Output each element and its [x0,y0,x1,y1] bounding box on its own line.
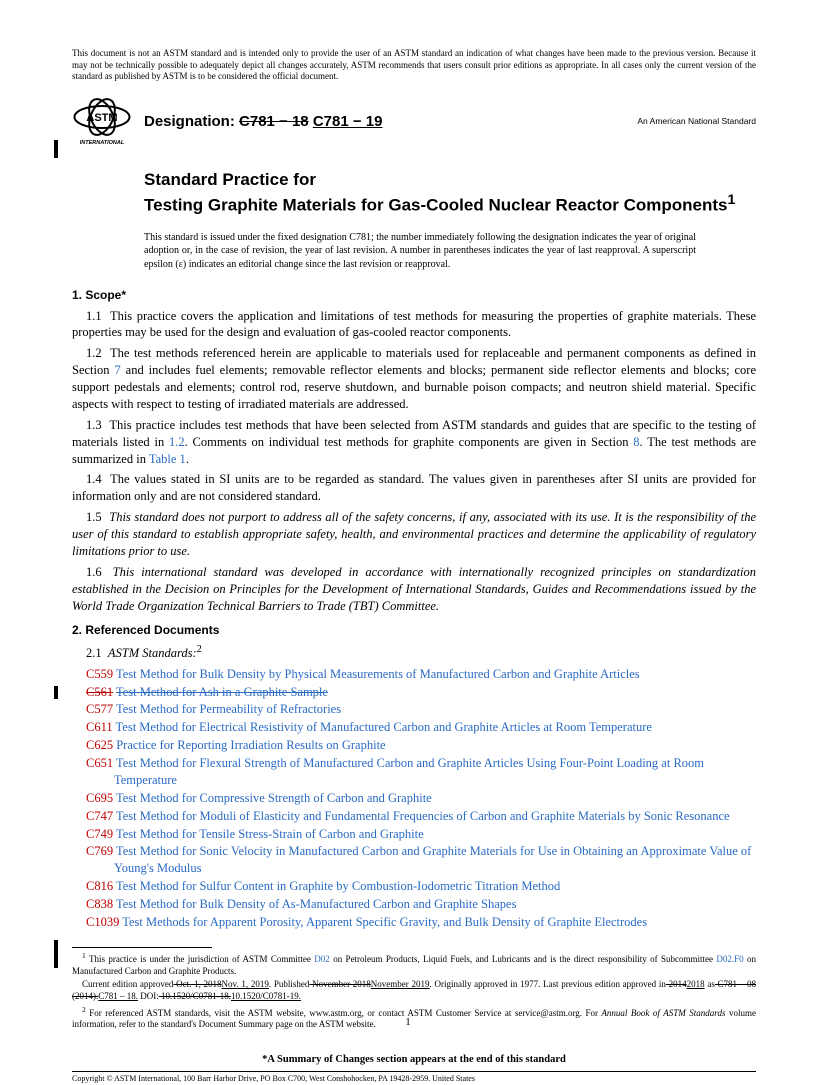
reference-item: C838 Test Method for Bulk Density of As-… [86,896,756,913]
designation-new: C781 − 19 [313,113,383,130]
reference-item: C577 Test Method for Permeability of Ref… [86,701,756,718]
reference-item: C625 Practice for Reporting Irradiation … [86,737,756,754]
top-disclaimer: This document is not an ASTM standard an… [72,48,756,83]
page-number: 1 [0,1015,816,1030]
reference-item: C749 Test Method for Tensile Stress-Stra… [86,826,756,843]
change-bar [54,686,58,699]
title-block: Standard Practice for Testing Graphite M… [144,169,756,217]
title-lead: Standard Practice for [144,169,756,191]
reference-item: C816 Test Method for Sulfur Content in G… [86,878,756,895]
designation: Designation: C781 − 18 C781 − 19 [144,112,382,132]
scope-heading: 1. Scope* [72,287,756,303]
designation-label: Designation: [144,113,235,130]
reference-item: C651 Test Method for Flexural Strength o… [86,755,756,789]
reference-item: C559 Test Method for Bulk Density by Phy… [86,666,756,683]
refs-subhead: 2.1 ASTM Standards:2 [72,643,756,662]
change-bar [54,940,58,968]
issuance-note: This standard is issued under the fixed … [144,231,696,272]
scope-para: 1.1 This practice covers the application… [72,308,756,342]
page: This document is not an ASTM standard an… [72,48,756,1085]
reference-item: C1039 Test Methods for Apparent Porosity… [86,914,756,931]
summary-of-changes: *A Summary of Changes section appears at… [72,1053,756,1067]
svg-text:INTERNATIONAL: INTERNATIONAL [80,140,125,146]
svg-text:ASTM: ASTM [86,112,117,124]
designation-old: C781 − 18 [239,113,309,130]
scope-para: 1.6 This international standard was deve… [72,564,756,615]
refs-heading: 2. Referenced Documents [72,622,756,638]
national-standard-label: An American National Standard [637,116,756,127]
footnote-1: 1 This practice is under the jurisdictio… [72,951,756,977]
scope-para: 1.4 The values stated in SI units are to… [72,471,756,505]
header-row: ASTM INTERNATIONAL Designation: C781 − 1… [72,97,756,147]
reference-item: C695 Test Method for Compressive Strengt… [86,790,756,807]
references-list: C559 Test Method for Bulk Density by Phy… [86,666,756,931]
scope-para: 1.5 This standard does not purport to ad… [72,509,756,560]
scope-para: 1.2 The test methods referenced herein a… [72,345,756,413]
reference-item: C561 Test Method for Ash in a Graphite S… [86,684,756,701]
footnote-1-edition: Current edition approved Oct. 1, 2018Nov… [72,979,756,1002]
astm-logo: ASTM INTERNATIONAL [72,97,132,147]
title-main: Testing Graphite Materials for Gas-Coole… [144,191,756,217]
reference-item: C611 Test Method for Electrical Resistiv… [86,719,756,736]
reference-item: C769 Test Method for Sonic Velocity in M… [86,843,756,877]
reference-item: C747 Test Method for Moduli of Elasticit… [86,808,756,825]
change-bar [54,140,58,158]
copyright: Copyright © ASTM International, 100 Barr… [72,1071,756,1085]
scope-para: 1.3 This practice includes test methods … [72,417,756,468]
footnote-rule [72,947,212,948]
